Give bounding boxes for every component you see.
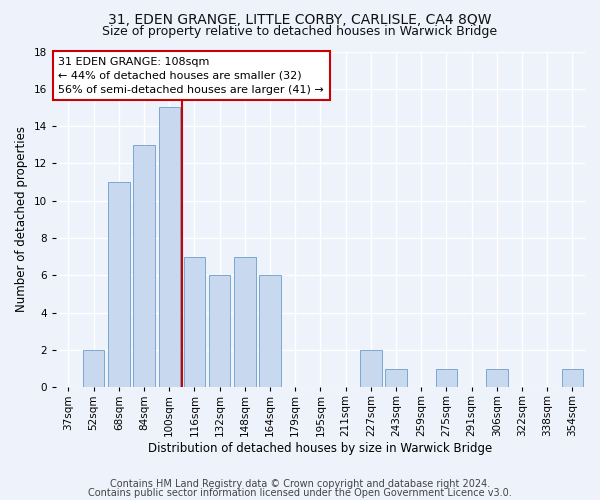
Bar [234,257,256,388]
Bar [385,368,407,388]
Bar [83,350,104,388]
X-axis label: Distribution of detached houses by size in Warwick Bridge: Distribution of detached houses by size … [148,442,493,455]
Text: Contains HM Land Registry data © Crown copyright and database right 2024.: Contains HM Land Registry data © Crown c… [110,479,490,489]
Text: 31 EDEN GRANGE: 108sqm
← 44% of detached houses are smaller (32)
56% of semi-det: 31 EDEN GRANGE: 108sqm ← 44% of detached… [58,56,324,94]
Bar [108,182,130,388]
Text: 31, EDEN GRANGE, LITTLE CORBY, CARLISLE, CA4 8QW: 31, EDEN GRANGE, LITTLE CORBY, CARLISLE,… [108,12,492,26]
Bar [259,276,281,388]
Bar [436,368,457,388]
Y-axis label: Number of detached properties: Number of detached properties [15,126,28,312]
Bar [133,145,155,388]
Bar [486,368,508,388]
Bar [209,276,230,388]
Bar [158,108,180,388]
Bar [562,368,583,388]
Text: Contains public sector information licensed under the Open Government Licence v3: Contains public sector information licen… [88,488,512,498]
Bar [184,257,205,388]
Bar [360,350,382,388]
Text: Size of property relative to detached houses in Warwick Bridge: Size of property relative to detached ho… [103,25,497,38]
